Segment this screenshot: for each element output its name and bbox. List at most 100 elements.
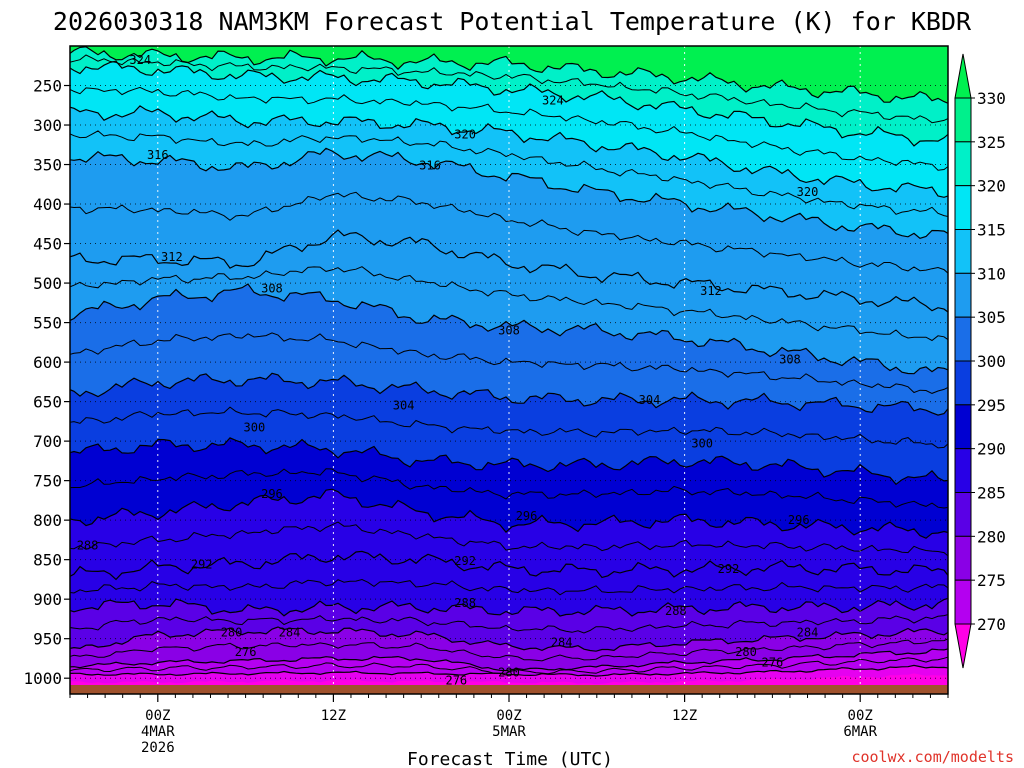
contour-label: 284 <box>279 625 301 639</box>
contour-label: 300 <box>244 421 266 435</box>
x-tick-label: 4MAR <box>141 724 175 740</box>
isentrope-minor-306 <box>70 332 948 394</box>
contour-label: 320 <box>797 185 819 199</box>
isentropes <box>70 46 948 677</box>
isentrope-292 <box>70 550 948 581</box>
colorbar-segment <box>954 579 972 625</box>
isentrope-300 <box>70 437 948 486</box>
isentrope-minor-282 <box>70 638 948 662</box>
colorbar-label: 295 <box>977 396 1006 415</box>
ground-layer <box>70 685 948 694</box>
isentrope-308 <box>70 283 948 375</box>
x-tick-label: 00Z <box>496 708 521 724</box>
isentrope-312 <box>70 229 948 313</box>
isentrope-minor-326 <box>70 54 948 124</box>
contour-label: 288 <box>77 538 99 552</box>
isentrope-minor-298 <box>70 468 948 509</box>
colorbar-segment <box>954 272 972 318</box>
isentrope-minor-278 <box>70 656 948 675</box>
colorbar-segment <box>954 229 972 274</box>
contour-label: 292 <box>191 557 213 571</box>
credit-text: coolwx.com/modelts <box>851 748 1014 766</box>
contour-label: 312 <box>700 284 722 298</box>
colorbar-label: 275 <box>977 571 1006 590</box>
y-tick-label: 900 <box>33 590 62 609</box>
isentrope-296 <box>70 488 948 539</box>
contour-label: 324 <box>542 94 564 108</box>
contour-label: 316 <box>147 148 169 162</box>
colorbar-segment <box>954 448 972 493</box>
y-tick-label: 250 <box>33 77 62 96</box>
contour-label: 280 <box>498 666 520 680</box>
contour-label: 296 <box>261 487 283 501</box>
pressure-axis: 250 300 350 400 450 500 550 600 650 700 750 800 850 9… <box>23 77 70 688</box>
contour-label: 324 <box>129 53 151 67</box>
temperature-bands <box>70 46 948 694</box>
colorbar-label: 290 <box>977 440 1006 459</box>
contour-label: 296 <box>788 513 810 527</box>
colorbar-label: 325 <box>977 133 1006 152</box>
colorbar-segment <box>954 360 972 406</box>
chart-title: 2026030318 NAM3KM Forecast Potential Tem… <box>53 7 972 36</box>
isentrope-labels: 324 324 320 316 316 320 312 312 308 308 308 304 304 3… <box>77 53 819 687</box>
contour-label: 292 <box>718 562 740 576</box>
contour-label: 308 <box>498 323 520 337</box>
contour-label: 296 <box>516 509 538 523</box>
isentrope-minor-290 <box>70 578 948 596</box>
colorbar-label: 270 <box>977 615 1006 634</box>
y-tick-label: 450 <box>33 235 62 254</box>
isentrope-316 <box>70 147 948 239</box>
isentrope-minor-322 <box>70 86 948 171</box>
isentrope-minor-286 <box>70 614 948 634</box>
contour-label: 276 <box>445 674 467 688</box>
colorbar-label: 330 <box>977 89 1006 108</box>
isentrope-minor-302 <box>70 406 948 449</box>
x-tick-label: 12Z <box>321 708 346 724</box>
colorbar-label: 305 <box>977 308 1006 327</box>
colorbar-label: 315 <box>977 221 1006 240</box>
x-axis-label: Forecast Time (UTC) <box>407 749 613 768</box>
contour-label: 320 <box>454 128 476 142</box>
colorbar-segment <box>954 185 972 231</box>
colorbar-arrow-top <box>954 53 972 99</box>
x-tick-label: 5MAR <box>492 724 526 740</box>
y-tick-label: 750 <box>33 472 62 491</box>
grid-lines <box>70 46 948 694</box>
contour-label: 316 <box>419 158 441 172</box>
colorbar-segment <box>954 535 972 581</box>
contour-label: 280 <box>221 625 243 639</box>
isentrope-276 <box>70 664 948 677</box>
contour-label: 308 <box>779 353 801 367</box>
isentrope-328 <box>70 46 948 104</box>
x-tick-label: 2026 <box>141 740 175 756</box>
contour-label: 284 <box>797 625 819 639</box>
plot-area: 324 324 320 316 316 320 312 312 308 308 308 304 304 3… <box>70 46 948 694</box>
x-tick-label: 00Z <box>145 708 170 724</box>
isentrope-288 <box>70 597 948 617</box>
y-tick-label: 300 <box>33 116 62 135</box>
contour-label: 284 <box>551 636 573 650</box>
contour-label: 292 <box>454 554 476 568</box>
isentrope-minor-294 <box>70 521 948 557</box>
colorbar-arrow-bottom <box>954 623 972 669</box>
contour-label: 300 <box>691 436 713 450</box>
x-tick-label: 00Z <box>848 708 873 724</box>
contour-label: 304 <box>639 393 661 407</box>
colorbar-segment <box>954 492 972 537</box>
colorbar-label: 320 <box>977 177 1006 196</box>
y-tick-label: 1000 <box>23 669 62 688</box>
isentrope-304 <box>70 372 948 416</box>
colorbar-segment <box>954 97 972 143</box>
isentrope-284 <box>70 626 948 652</box>
isentrope-minor-310 <box>70 266 948 342</box>
x-tick-label: 6MAR <box>843 724 877 740</box>
y-tick-label: 650 <box>33 393 62 412</box>
contour-label: 276 <box>762 655 784 669</box>
contour-label: 304 <box>393 399 415 413</box>
isentrope-320 <box>70 105 948 198</box>
isentrope-minor-318 <box>70 130 948 217</box>
y-tick-label: 700 <box>33 432 62 451</box>
colorbar-label: 285 <box>977 484 1006 503</box>
